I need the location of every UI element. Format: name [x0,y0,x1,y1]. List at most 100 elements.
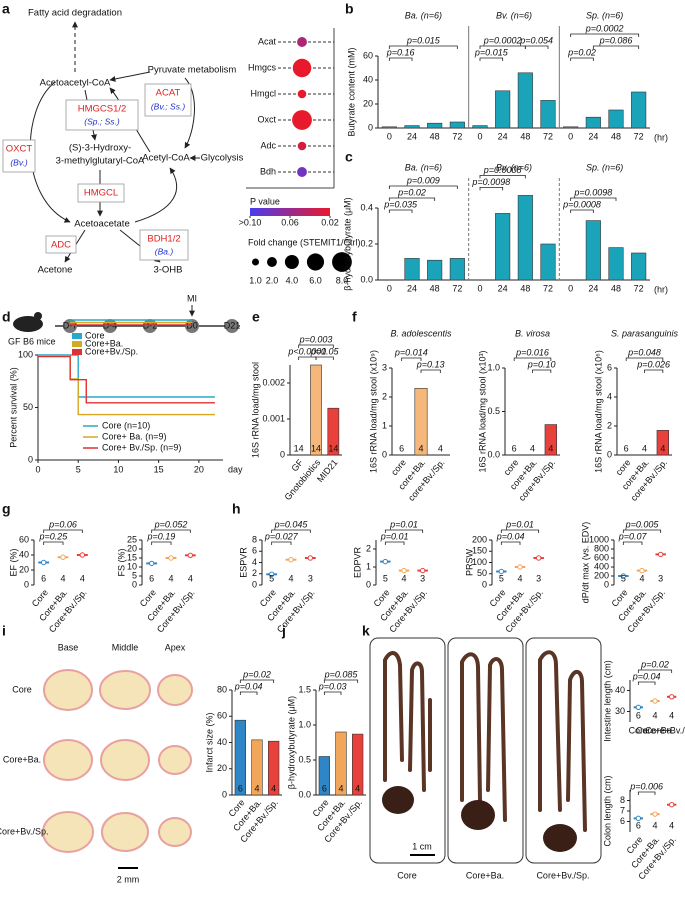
n-label: 6 [322,783,327,793]
metabolite: Acetoacetate [74,219,129,230]
image-label: Core [12,684,32,694]
significance-bracket [151,541,172,545]
y-tick-label: 10 [127,561,137,571]
significance-bracket [298,344,334,348]
significance-bracket [420,369,441,373]
x-tick-label: 72 [543,283,553,293]
n-label: 5 [621,573,626,583]
n-label: 4 [660,443,665,453]
y-axis-label: Colon length (cm) [602,775,612,846]
n-label: 4 [188,573,193,583]
mean-dot [668,802,675,808]
color-bar [250,208,330,216]
y-tick-label: 0 [252,579,257,589]
x-tick-label: 20 [194,464,204,474]
x-tick-label: Core+Ba. [636,725,674,735]
mouse-ear [34,312,42,320]
n-label: 4 [401,573,406,583]
significance-bracket [151,529,191,533]
mean-dot [401,567,407,574]
n-label: 4 [288,573,293,583]
metabolite: Glycolysis [201,153,244,164]
n-label: 3 [536,573,541,583]
bar [318,756,330,796]
panel-label: f [352,309,357,325]
x-tick-label: 0 [387,131,392,141]
n-label: 4 [438,443,443,453]
y-axis-label: Infarct size (%) [204,712,214,772]
bar [563,126,579,129]
metabolite: 3-methylglutaryl-CoA [56,156,145,167]
y-tick-label: 0 [222,789,227,799]
y-axis-label: dP/dt max (vs. EDV) [580,522,590,604]
x-tick-label: 15 [154,464,164,474]
bar [414,387,428,456]
n-label: 14 [311,443,321,453]
y-tick-label: 5 [132,570,137,580]
bar [585,116,601,129]
x-tick-label: 72 [452,131,462,141]
enzyme-taxa: (Bv.; Ss.) [151,101,185,111]
p-value: p=0.005 [625,519,660,529]
image-frame [369,637,446,864]
p-value: p=0.027 [264,531,299,541]
significance-bracket [570,57,594,61]
row-label: Adc [260,140,276,150]
bar [631,252,647,281]
enzyme: OXCT [6,144,33,155]
size-key [252,258,259,266]
significance-bracket [315,356,334,360]
mean-dot [652,811,658,817]
y-tick-label: 4 [252,557,257,567]
color-tick-label: 0.06 [281,217,299,227]
y-tick-label: 6 [607,362,612,372]
size-key [267,257,277,267]
mean-dot [382,558,389,565]
bar [234,719,246,796]
n-label: 4 [60,573,65,583]
y-tick-label: 800 [594,543,609,553]
p-value: p=0.085 [324,669,359,679]
n-label: 4 [254,783,259,793]
x-tick-label: 24 [588,283,598,293]
x-tick-label: 24 [407,131,417,141]
group-title: Ba. (n=6) [405,10,442,20]
mean-dot [60,554,66,560]
y-tick-label: 0 [368,122,373,132]
x-tick-label: 24 [498,283,508,293]
bar [381,126,397,129]
x-tick-label: 48 [520,131,530,141]
y-tick-label: 2 [607,420,612,430]
significance-bracket [637,791,656,795]
y-tick-label: 0 [604,579,609,589]
p-value: p=0.0002 [585,23,624,33]
image-label: Core+Bv./Sp. [536,870,589,880]
bar [631,91,647,129]
bar [656,430,670,456]
y-tick-label: 1.0 [298,719,311,729]
bar [608,109,624,129]
bar [251,739,263,796]
panel-label: h [232,501,241,517]
y-tick-label: 100 [18,349,33,359]
color-tick-label: 0.02 [321,217,339,227]
bar [540,100,556,129]
y-tick-label: 200 [472,534,487,544]
x-axis-label: day [228,464,243,474]
n-label: 4 [418,443,423,453]
significance-bracket [239,691,258,695]
mean-dot [268,571,275,578]
bar [517,195,533,281]
n-label: 4 [271,783,276,793]
x-tick-label: 0 [35,464,40,474]
n-label: 4 [80,573,85,583]
n-label: 5 [499,573,504,583]
n-label: 4 [338,783,343,793]
y-tick-label: 0.0 [360,274,373,284]
y-tick-label: 30 [615,706,625,716]
y-tick-label: 7 [620,805,625,815]
y-tick-label: 60 [19,534,29,544]
y-tick-label: 400 [594,561,609,571]
p-value: p=0.048 [627,347,661,357]
